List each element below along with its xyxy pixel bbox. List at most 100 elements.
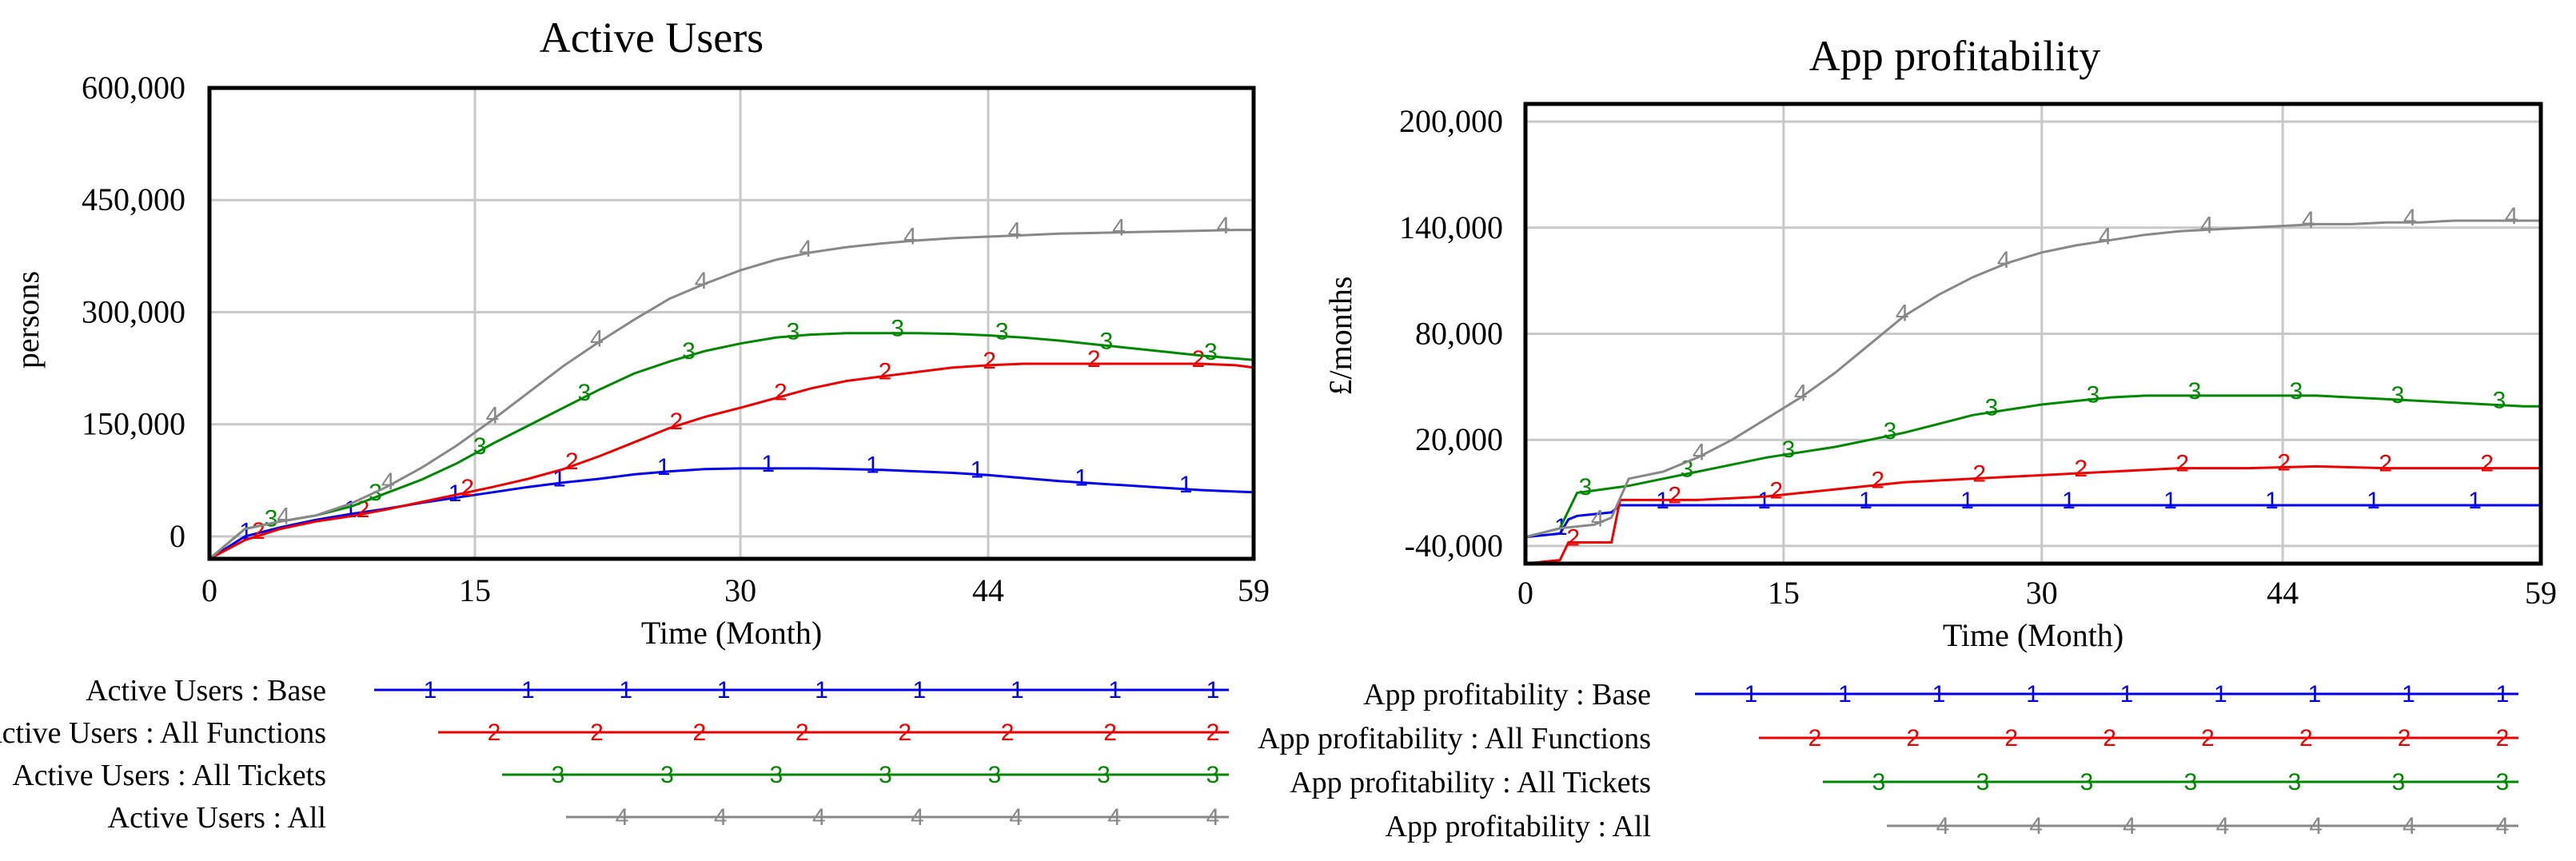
y-tick-label: 0 bbox=[169, 518, 185, 554]
y-tick-label: 600,000 bbox=[82, 70, 185, 106]
legend-marker-1: 1 bbox=[913, 677, 927, 704]
legend-label: Active Users : Base bbox=[86, 674, 326, 708]
legend-marker-1: 1 bbox=[424, 677, 437, 704]
legend-marker-3: 3 bbox=[2496, 769, 2510, 795]
series-marker-4: 4 bbox=[695, 268, 708, 294]
series-marker-2: 2 bbox=[1668, 482, 1681, 508]
legend-marker-2: 2 bbox=[590, 719, 604, 746]
legend-marker-4: 4 bbox=[1206, 804, 1220, 831]
legend-marker-2: 2 bbox=[1907, 725, 1920, 751]
legend-marker-4: 4 bbox=[2123, 813, 2136, 839]
series-marker-1: 1 bbox=[657, 454, 671, 480]
series-marker-4: 4 bbox=[1591, 506, 1605, 532]
y-tick-label: 200,000 bbox=[1399, 103, 1503, 139]
series-marker-2: 2 bbox=[879, 358, 892, 385]
legend-marker-1: 1 bbox=[2308, 681, 2322, 708]
series-marker-4: 4 bbox=[277, 504, 290, 530]
series-marker-2: 2 bbox=[669, 409, 683, 435]
legend-marker-1: 1 bbox=[717, 677, 731, 704]
chart-title: App profitability bbox=[1809, 32, 2100, 80]
series-line-2 bbox=[1525, 464, 2541, 565]
series-marker-2: 2 bbox=[2277, 449, 2291, 476]
legend-marker-4: 4 bbox=[2496, 813, 2510, 839]
series-marker-1: 1 bbox=[2468, 488, 2482, 514]
series-marker-1: 1 bbox=[2062, 488, 2076, 514]
series-marker-4: 4 bbox=[1997, 247, 2011, 273]
series-marker-4: 4 bbox=[1693, 439, 1706, 465]
y-tick-label: 140,000 bbox=[1399, 209, 1503, 245]
series-marker-1: 1 bbox=[1757, 488, 1771, 514]
legend-label: App profitability : All Tickets bbox=[1290, 766, 1651, 799]
y-tick-label: -40,000 bbox=[1405, 528, 1503, 564]
legend-marker-2: 2 bbox=[2398, 725, 2411, 751]
series-marker-3: 3 bbox=[578, 380, 592, 406]
legend-marker-1: 1 bbox=[815, 677, 828, 704]
legend-marker-1: 1 bbox=[619, 677, 632, 704]
legend: App profitability : Base 1 1 1 1 1 1 1 1 1 App pro… bbox=[1258, 678, 2518, 843]
series-marker-2: 2 bbox=[983, 348, 996, 374]
series-marker-4: 4 bbox=[381, 468, 395, 495]
series-marker-3: 3 bbox=[1985, 395, 1999, 421]
series-marker-1: 1 bbox=[1859, 488, 1872, 514]
legend-marker-3: 3 bbox=[988, 762, 1002, 788]
series-marker-4: 4 bbox=[1008, 218, 1022, 245]
legend-marker-2: 2 bbox=[2496, 725, 2510, 751]
series-marker-3: 3 bbox=[682, 338, 696, 365]
legend-marker-1: 1 bbox=[1108, 677, 1122, 704]
y-axis-label: £/months bbox=[1322, 277, 1358, 396]
series-marker-1: 1 bbox=[2367, 488, 2380, 514]
series-line-3 bbox=[209, 332, 1254, 560]
series-marker-1: 1 bbox=[449, 480, 462, 507]
y-tick-label: 450,000 bbox=[82, 181, 185, 217]
series-marker-2: 2 bbox=[252, 518, 265, 544]
series-marker-4: 4 bbox=[1217, 213, 1230, 239]
legend-marker-4: 4 bbox=[616, 804, 629, 831]
series-marker-4: 4 bbox=[2403, 205, 2417, 231]
series-marker-3: 3 bbox=[995, 319, 1009, 345]
y-tick-label: 80,000 bbox=[1415, 316, 1503, 352]
legend-marker-2: 2 bbox=[2201, 725, 2215, 751]
legend-marker-4: 4 bbox=[1009, 804, 1023, 831]
legend-label: App profitability : Base bbox=[1363, 678, 1651, 712]
series-marker-4: 4 bbox=[1896, 300, 1909, 326]
series-marker-1: 1 bbox=[1960, 488, 1974, 514]
series-marker-2: 2 bbox=[461, 475, 474, 501]
series-marker-1: 1 bbox=[2265, 488, 2279, 514]
series-marker-3: 3 bbox=[265, 506, 278, 532]
legend-marker-2: 2 bbox=[693, 719, 707, 746]
app-profitability-chart: App profitability 11 1 1 1 1 1 1 1 122 2 2 2 2 2 2 2 233… bbox=[1258, 32, 2557, 843]
series-marker-3: 3 bbox=[2188, 378, 2202, 405]
legend-label: App profitability : All bbox=[1386, 810, 1651, 843]
series-marker-4: 4 bbox=[2505, 203, 2518, 229]
legend-marker-3: 3 bbox=[770, 762, 784, 788]
legend-marker-2: 2 bbox=[1808, 725, 1822, 751]
series-line-3 bbox=[1525, 394, 2541, 539]
legend-marker-4: 4 bbox=[2403, 813, 2416, 839]
y-tick-label: 20,000 bbox=[1415, 421, 1503, 457]
legend-marker-2: 2 bbox=[2103, 725, 2116, 751]
x-tick-label: 44 bbox=[972, 572, 1004, 608]
legend-marker-2: 2 bbox=[2299, 725, 2313, 751]
y-tick-label: 150,000 bbox=[82, 406, 185, 442]
series-marker-2: 2 bbox=[1972, 460, 1986, 487]
chart-title: Active Users bbox=[540, 14, 764, 62]
legend-marker-1: 1 bbox=[1745, 681, 1758, 708]
legend-marker-3: 3 bbox=[552, 762, 565, 788]
series-marker-1: 1 bbox=[866, 452, 879, 478]
x-tick-label: 0 bbox=[1517, 575, 1533, 611]
series-marker-1: 1 bbox=[971, 456, 984, 483]
series-marker-3: 3 bbox=[787, 318, 800, 345]
series-marker-3: 3 bbox=[1884, 418, 1897, 444]
series-line-2 bbox=[209, 362, 1254, 560]
series-marker-3: 3 bbox=[891, 316, 904, 342]
legend-marker-2: 2 bbox=[488, 719, 501, 746]
legend-marker-2: 2 bbox=[796, 719, 809, 746]
legend-marker-1: 1 bbox=[1011, 677, 1024, 704]
legend-marker-2: 2 bbox=[2004, 725, 2018, 751]
series-marker-3: 3 bbox=[2290, 378, 2303, 405]
series-marker-1: 1 bbox=[761, 451, 775, 477]
series-marker-2: 2 bbox=[2074, 456, 2088, 482]
legend-label: App profitability : All Functions bbox=[1258, 722, 1651, 755]
x-tick-label: 59 bbox=[2525, 575, 2557, 611]
